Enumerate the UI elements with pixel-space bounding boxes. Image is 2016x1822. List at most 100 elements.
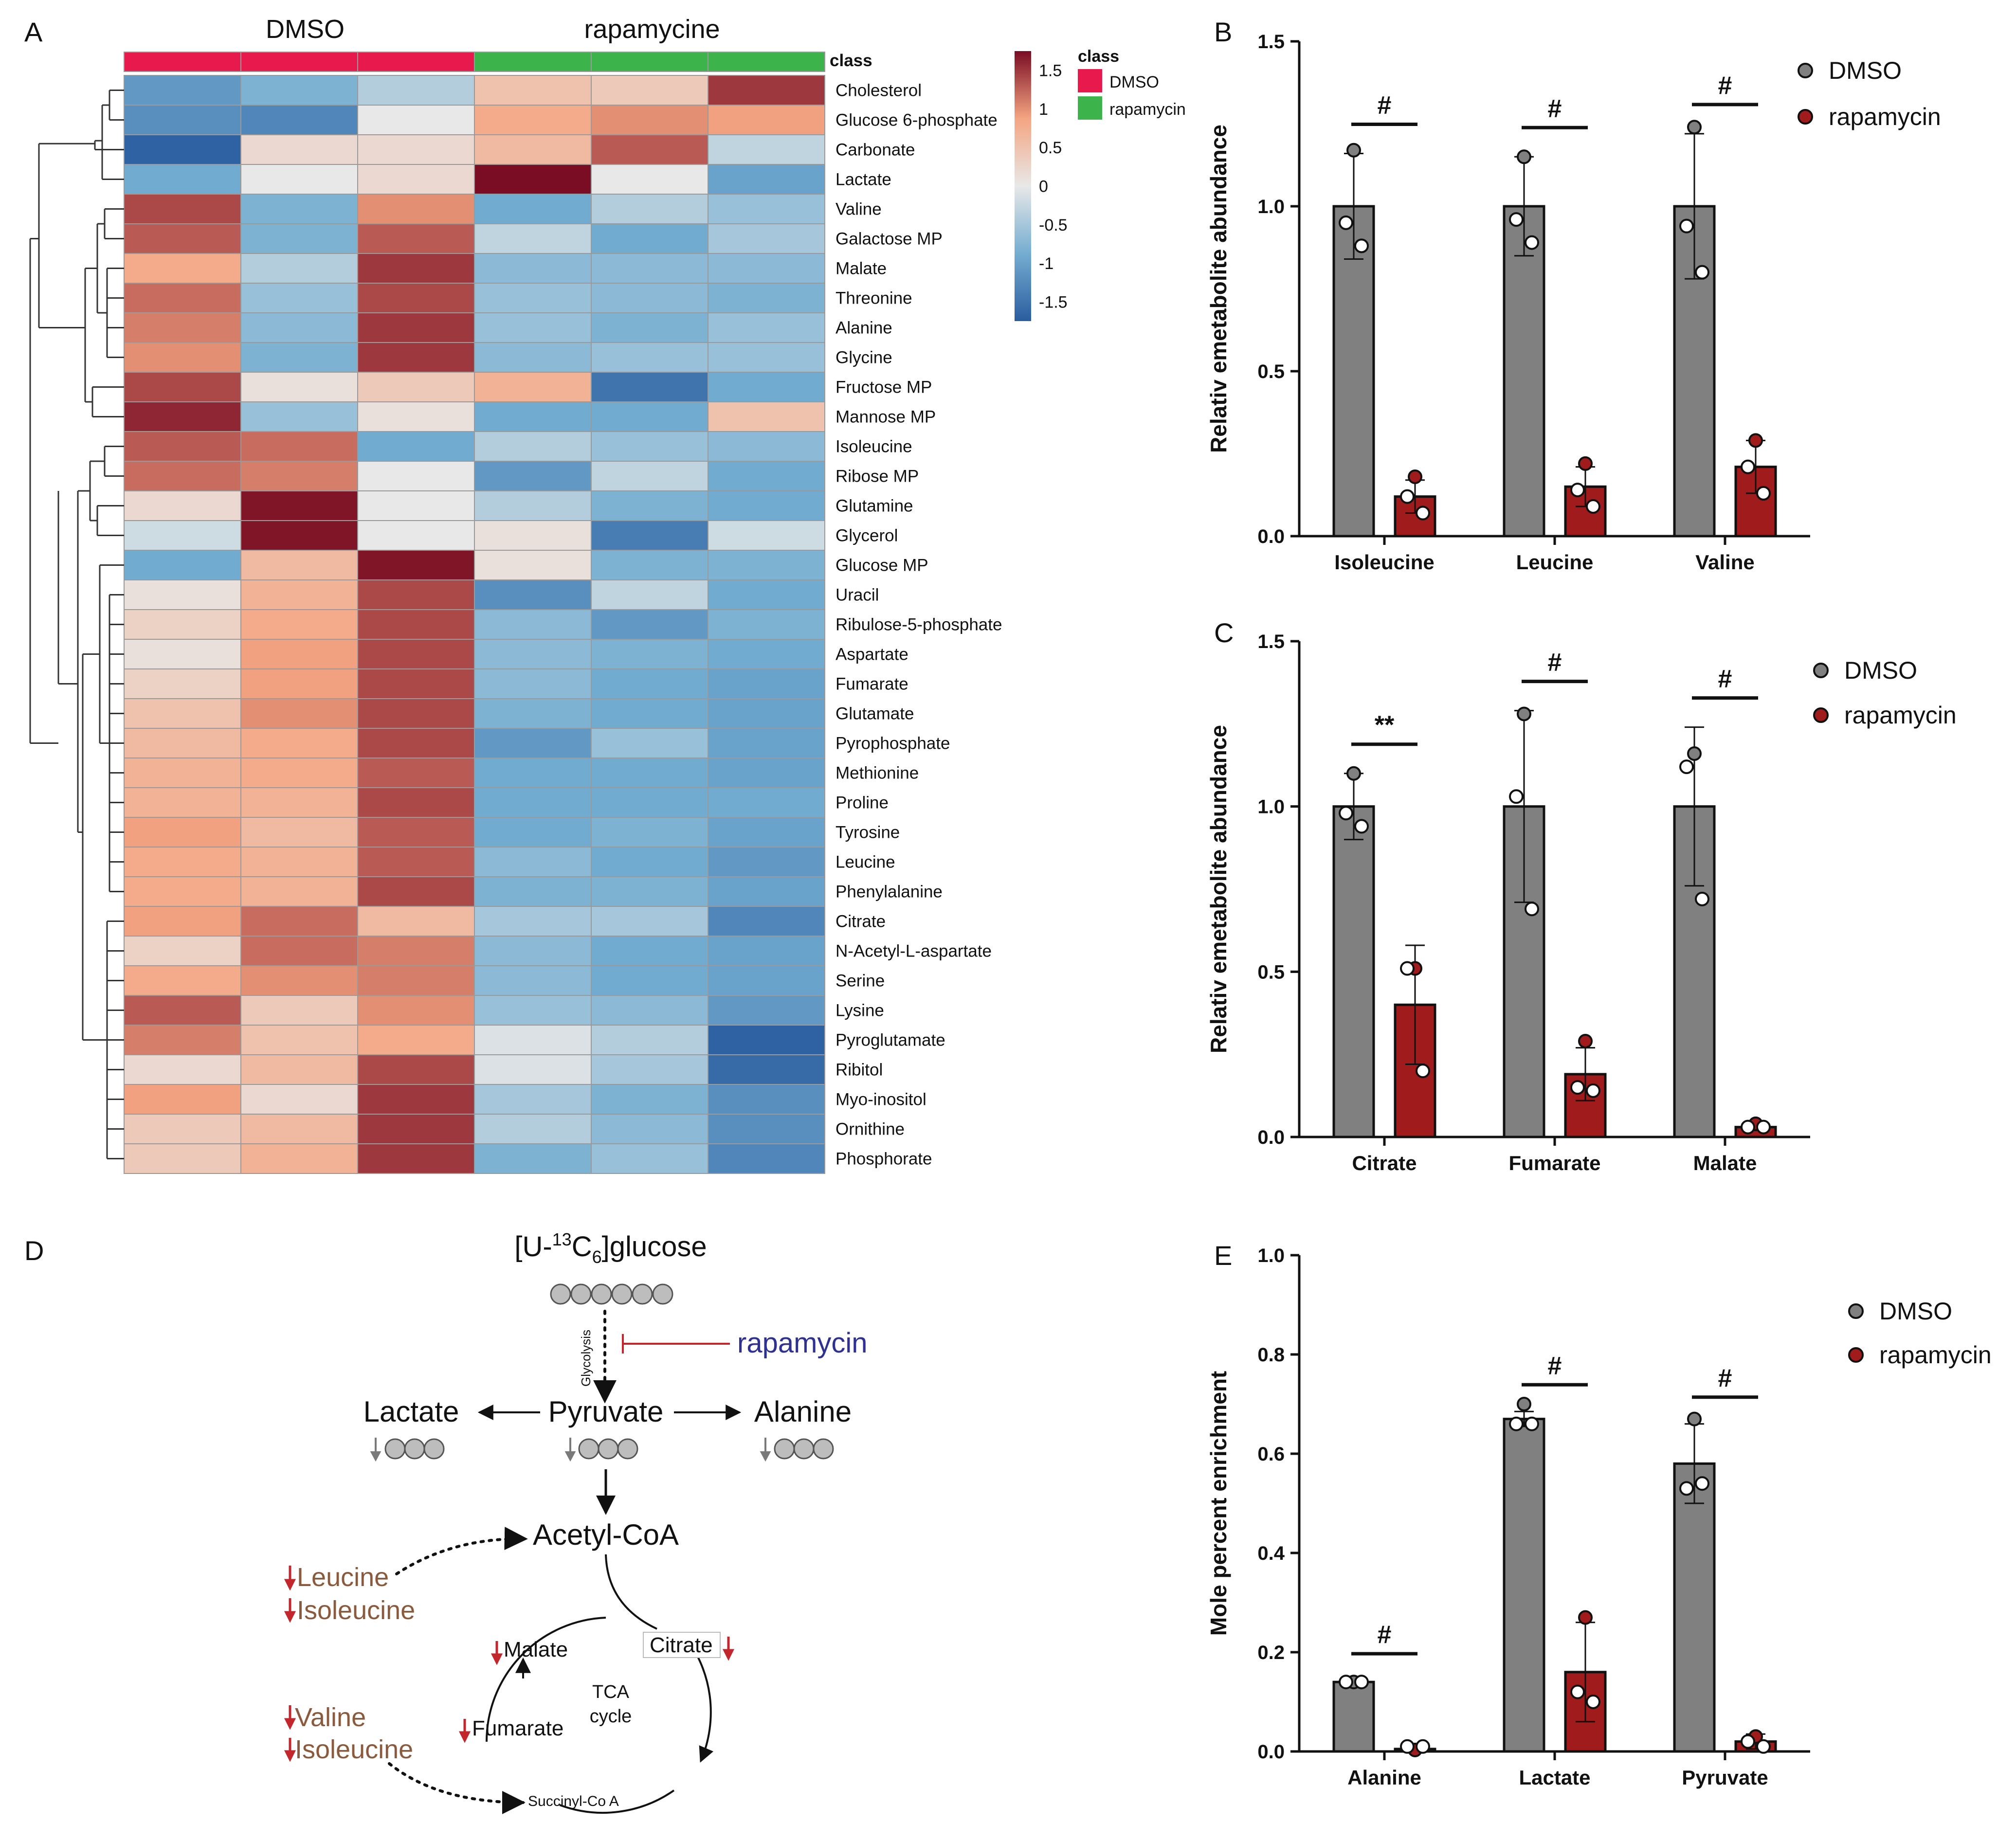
heatmap-cell — [591, 847, 708, 877]
heatmap-row-label: Glutamate — [835, 704, 914, 723]
heatmap-cell — [708, 312, 825, 343]
heatmap-cell — [591, 758, 708, 788]
heatmap-cell — [474, 550, 592, 580]
heatmap-cell — [708, 579, 825, 610]
heatmap-cell — [708, 698, 825, 729]
heatmap-cell — [591, 105, 708, 135]
heatmap-cell — [474, 1084, 592, 1115]
panel-d-letter: D — [24, 1235, 44, 1266]
heatmap-cell — [591, 431, 708, 462]
data-point — [1339, 215, 1353, 230]
heatmap-cell — [708, 550, 825, 580]
heatmap-cell — [708, 965, 825, 996]
heatmap-cell — [240, 520, 358, 551]
heatmap-cell — [708, 520, 825, 551]
data-point — [1679, 1481, 1694, 1496]
heatmap-cell — [124, 253, 241, 284]
heatmap-cell — [474, 1025, 592, 1055]
data-point — [1586, 1695, 1600, 1709]
heatmap-cell — [474, 936, 592, 966]
heatmap-cell — [357, 253, 475, 284]
y-tick-label: 1.0 — [1257, 1245, 1285, 1266]
heatmap-cell — [708, 995, 825, 1026]
significance-mark: # — [1718, 72, 1732, 100]
heatmap-cell — [240, 253, 358, 284]
heatmap-cell — [357, 1114, 475, 1144]
heatmap-cell — [357, 283, 475, 313]
heatmap-cell — [708, 283, 825, 313]
heatmap-cell — [357, 1084, 475, 1115]
heatmap-cell — [240, 312, 358, 343]
heatmap-cell — [357, 164, 475, 195]
heatmap-cell — [591, 134, 708, 165]
heatmap-cell — [240, 906, 358, 937]
heatmap-cell — [124, 698, 241, 729]
data-point — [1687, 1411, 1702, 1426]
heatmap-cell — [124, 75, 241, 106]
colorbar — [1015, 51, 1031, 321]
heatmap-row-label: Ribose MP — [835, 467, 919, 486]
panel-e-letter: E — [1214, 1240, 1232, 1271]
colorbar-ticks: 1.5 1 0.5 0 -0.5 -1 -1.5 — [1039, 62, 1068, 312]
heatmap-cell — [124, 164, 241, 195]
heatmap-cell — [124, 283, 241, 313]
heatmap-cell — [357, 105, 475, 135]
heatmap-cell — [240, 847, 358, 877]
heatmap-cell — [124, 1114, 241, 1144]
fumarate-label: Fumarate — [472, 1716, 563, 1740]
bar-dmso — [1332, 1680, 1375, 1753]
legend-marker-dmso — [1798, 63, 1813, 78]
heatmap-cell — [357, 668, 475, 699]
heatmap-cell — [474, 1143, 592, 1174]
heatmap-cell — [591, 372, 708, 402]
heatmap-cell — [591, 1084, 708, 1115]
x-tick-label: Lactate — [1519, 1766, 1590, 1789]
heatmap-row-label: Valine — [835, 200, 882, 219]
heatmap-cell — [474, 253, 592, 284]
legend-marker-rapamycin — [1798, 109, 1813, 125]
data-point — [1679, 218, 1694, 234]
heatmap-cell — [474, 579, 592, 610]
heatmap-cell — [357, 758, 475, 788]
heatmap-cell — [591, 1054, 708, 1085]
class-bar-cell — [124, 52, 241, 72]
alanine-label: Alanine — [754, 1395, 852, 1428]
y-tick-label: 0.0 — [1257, 1127, 1285, 1148]
heatmap-row-label: Isoleucine — [835, 437, 912, 456]
heatmap-row-label: Malate — [835, 259, 887, 278]
heatmap-cell — [591, 906, 708, 937]
heatmap-cell — [240, 550, 358, 580]
heatmap-cell — [240, 134, 358, 165]
heatmap-cell — [708, 1143, 825, 1174]
heatmap-cell — [474, 609, 592, 640]
glucose-isotope: 13 — [552, 1229, 572, 1249]
heatmap-cell — [708, 223, 825, 254]
heatmap-cell — [240, 283, 358, 313]
data-point — [1525, 1416, 1539, 1431]
heatmap-cell — [591, 520, 708, 551]
colorbar-tick-label: 1 — [1039, 100, 1048, 119]
panel-a: A DMSO rapamycine class Cholesterol Gluco… — [24, 15, 1186, 1174]
heatmap-row-label: Citrate — [835, 912, 886, 931]
heatmap-cell — [357, 579, 475, 610]
heatmap-cell — [474, 1054, 592, 1085]
data-point — [1339, 806, 1353, 821]
data-point — [1354, 238, 1369, 253]
heatmap-cell — [357, 876, 475, 907]
heatmap-cell — [591, 164, 708, 195]
y-tick-label: 0.6 — [1257, 1443, 1285, 1465]
data-point — [1525, 902, 1539, 917]
heatmap-cell — [240, 876, 358, 907]
x-tick-label: Isoleucine — [1334, 551, 1434, 574]
colorbar-tick-label: -1 — [1039, 254, 1053, 273]
heatmap-cell — [124, 105, 241, 135]
data-point — [1517, 149, 1531, 164]
data-point — [1408, 469, 1422, 484]
x-tick-label: Valine — [1695, 551, 1754, 574]
rapamycin-label: rapamycin — [737, 1327, 868, 1359]
data-point — [1586, 499, 1600, 514]
heatmap-cell — [357, 461, 475, 491]
data-point — [1416, 1064, 1430, 1079]
heatmap-cell — [357, 639, 475, 669]
